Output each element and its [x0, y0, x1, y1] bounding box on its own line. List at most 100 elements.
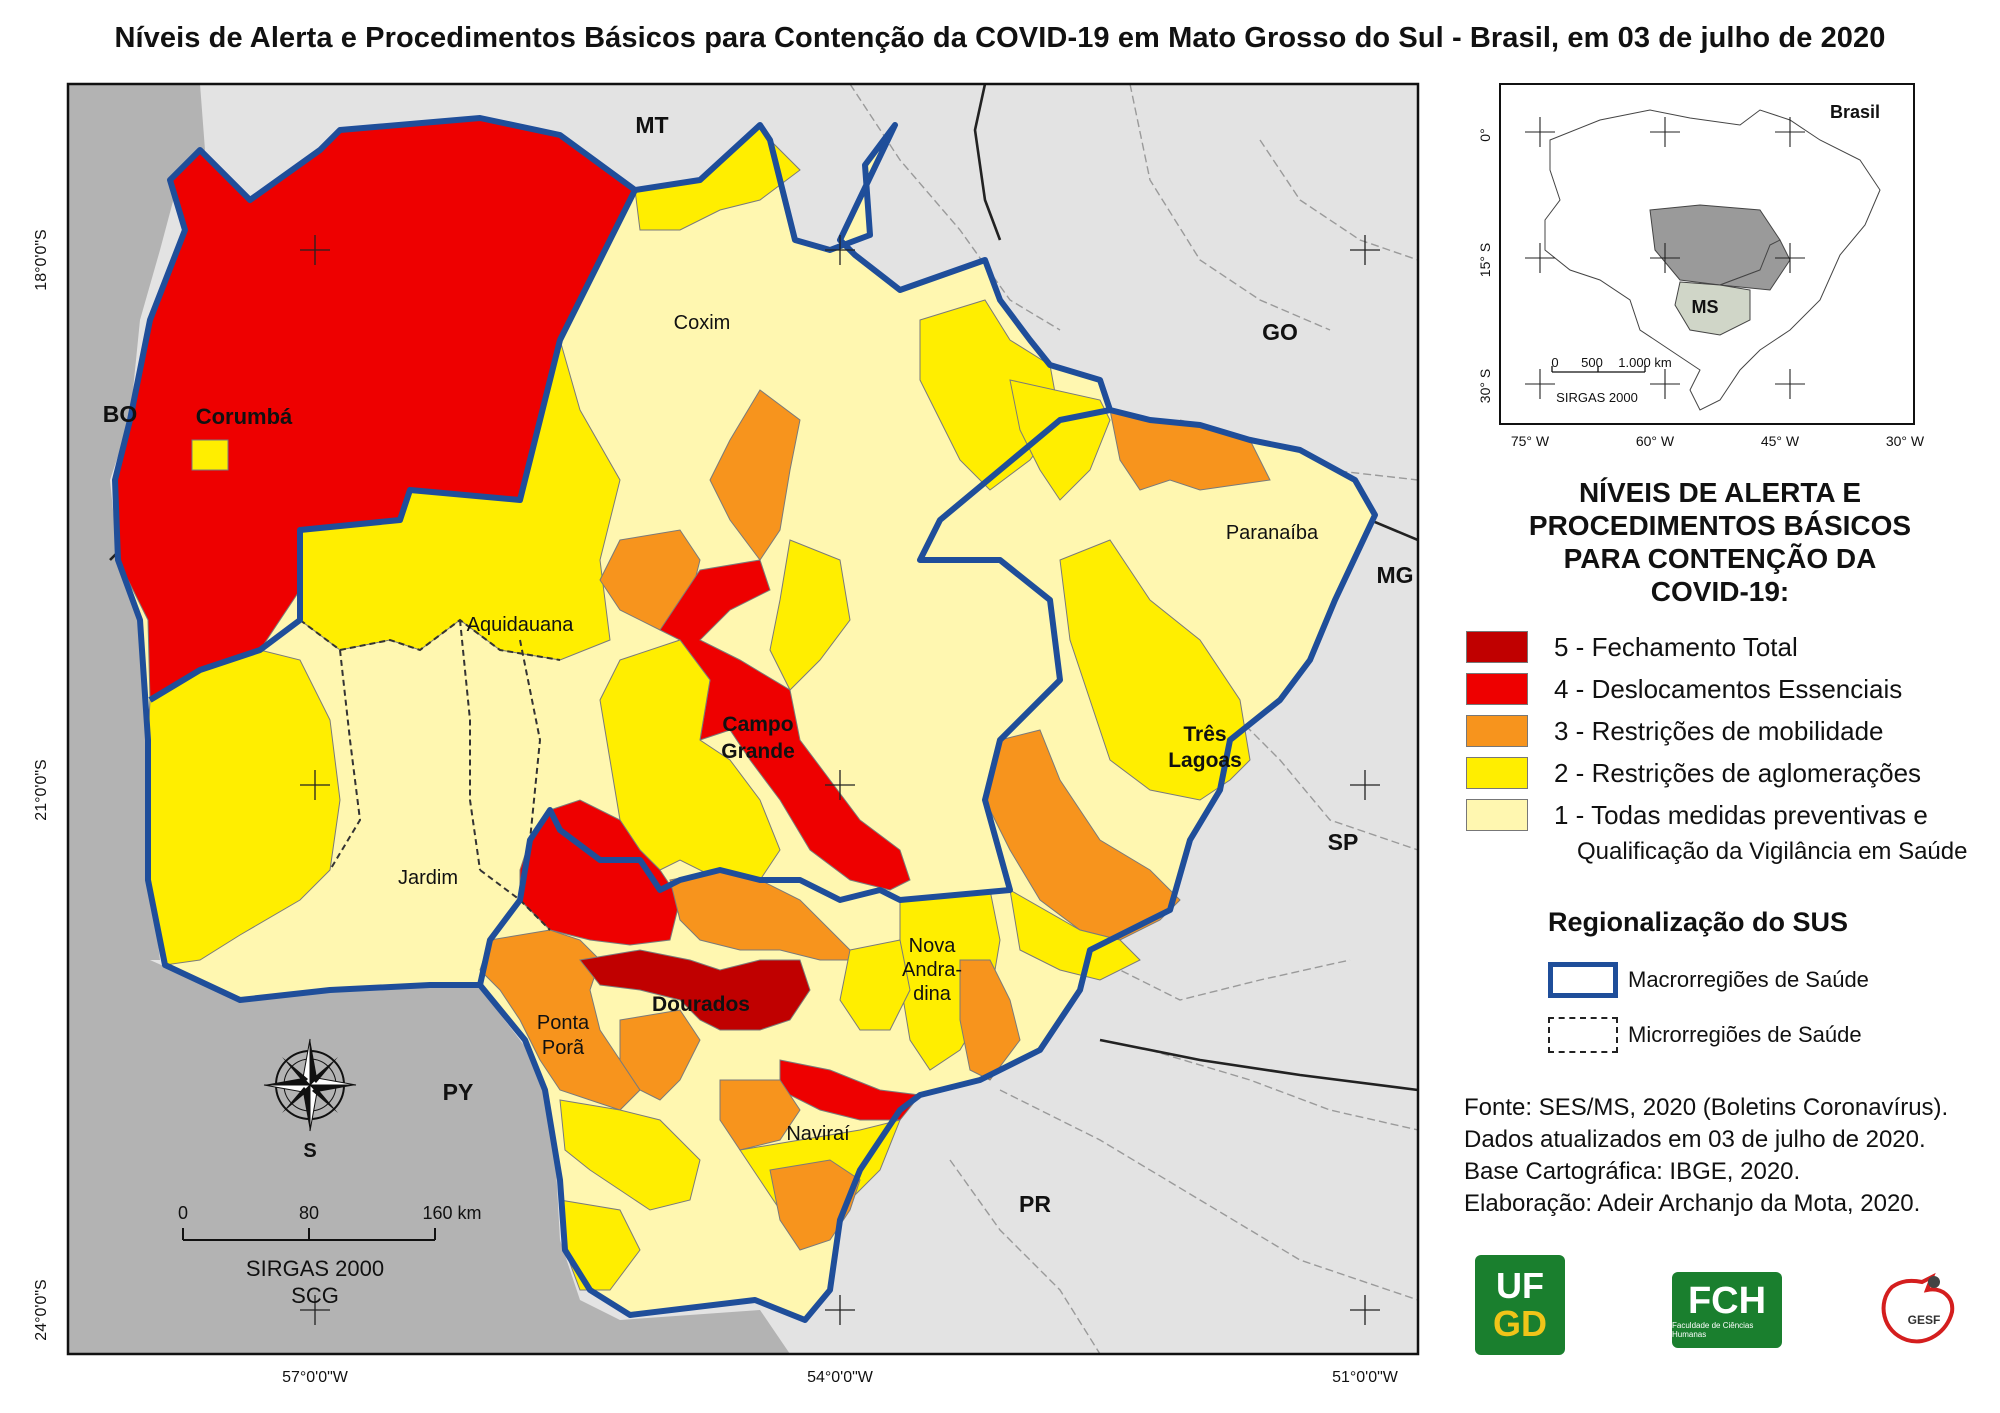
label-go: GO — [1262, 319, 1298, 345]
fch-logo-subtext: Faculdade de Ciências Humanas — [1672, 1321, 1754, 1339]
sus-item-macro: Macrorregiões de Saúde — [1548, 960, 1869, 1000]
label-tres-lagoas-1: Três — [1183, 723, 1226, 746]
sus-title: Regionalização do SUS — [1548, 907, 1849, 937]
tres-lagoas-region — [1059, 539, 1251, 801]
label-dourados: Dourados — [652, 993, 750, 1016]
ufgd-logo-line: GD — [1493, 1303, 1547, 1344]
label-ponta-pora-1: Ponta — [537, 1012, 590, 1034]
inset-lat-0: 0° — [1477, 128, 1493, 141]
scale-caption-1: SIRGAS 2000 — [246, 1256, 384, 1281]
macroregion-boundaries — [112, 115, 1378, 1323]
scale-caption-2: SCG — [291, 1283, 339, 1308]
legend-item-level-4: 4 - Deslocamentos Essenciais — [1466, 672, 1902, 706]
legend-swatch — [1466, 631, 1528, 663]
label-nova-andradina-3: dina — [913, 983, 952, 1005]
inset-lon-75: 75° W — [1511, 433, 1550, 449]
lon-label-57: 57°0'0"W — [282, 1369, 349, 1386]
label-navirai: Naviraí — [786, 1123, 850, 1145]
angelica-region — [839, 939, 911, 1031]
gesf-logo-text: GESF — [1908, 1313, 1941, 1327]
label-nova-andradina-1: Nova — [909, 935, 957, 957]
inset-label-ms: MS — [1692, 297, 1719, 317]
sus-label-micro: Microrregiões de Saúde — [1628, 1022, 1862, 1047]
brasilandia-region — [984, 729, 1181, 941]
legend-label: 4 - Deslocamentos Essenciais — [1554, 673, 1903, 704]
juti-region — [719, 1079, 801, 1151]
label-ponta-pora-2: Porã — [542, 1037, 585, 1059]
legend-title-line: PROCEDIMENTOS BÁSICOS — [1528, 510, 1912, 541]
label-mt: MT — [635, 112, 668, 138]
inset-label-brasil: Brasil — [1830, 102, 1880, 122]
legend-label: 3 - Restrições de mobilidade — [1554, 715, 1884, 746]
north-arrow-icon — [263, 1038, 357, 1132]
caarapo-region — [619, 1009, 701, 1101]
fch-logo: FCH Faculdade de Ciências Humanas — [1672, 1272, 1782, 1348]
label-mg: MG — [1376, 562, 1413, 588]
legend-item-level-3: 3 - Restrições de mobilidade — [1466, 714, 1884, 748]
legend-swatch — [1466, 715, 1528, 747]
ribas-region — [769, 539, 851, 691]
north-label: S — [303, 1140, 316, 1162]
inset-lat-15: 15° S — [1477, 243, 1493, 277]
sus-label-macro: Macrorregiões de Saúde — [1628, 967, 1869, 992]
gesf-logo: GESF — [1872, 1262, 1962, 1352]
credit-line: Fonte: SES/MS, 2020 (Boletins Coronavíru… — [1464, 1094, 1949, 1121]
inset-lat-30: 30° S — [1477, 369, 1493, 403]
legend-swatch — [1466, 799, 1528, 831]
lat-label-21: 21°0'0"S — [33, 759, 50, 820]
inset-ms — [1674, 281, 1751, 336]
macro-swatch — [1548, 962, 1618, 998]
inset-scale-0: 0 — [1551, 355, 1558, 370]
amambai-region — [559, 1099, 701, 1211]
inset-map — [1499, 83, 1915, 425]
scale-tick-1: 80 — [299, 1203, 319, 1223]
legend-label: 1 - Todas medidas preventivas e — [1554, 799, 1928, 830]
lat-label-18: 18°0'0"S — [33, 229, 50, 290]
paraguay-area — [68, 960, 790, 1354]
map-frame — [66, 82, 1420, 1356]
legend-item-level-5: 5 - Fechamento Total — [1466, 630, 1798, 664]
lon-label-51: 51°0'0"W — [1332, 1369, 1399, 1386]
legend-item-level-1: 1 - Todas medidas preventivas e — [1466, 798, 1928, 832]
credits: Fonte: SES/MS, 2020 (Boletins Coronavíru… — [1464, 1092, 1948, 1220]
maracaju-region — [519, 799, 681, 946]
inset-scale-caption: SIRGAS 2000 — [1556, 390, 1638, 405]
label-py: PY — [443, 1079, 474, 1105]
scale-tick-2: 160 km — [422, 1203, 481, 1223]
label-tres-lagoas-2: Lagoas — [1168, 749, 1242, 772]
label-campo-grande-1: Campo — [722, 713, 793, 736]
credit-line: Base Cartográfica: IBGE, 2020. — [1464, 1158, 1801, 1185]
lon-label-54: 54°0'0"W — [807, 1369, 874, 1386]
scale-bar — [182, 1228, 436, 1241]
fch-logo-text: FCH — [1687, 1280, 1767, 1322]
legend-swatch — [1466, 673, 1528, 705]
label-corumba: Corumbá — [196, 404, 293, 429]
map-title: Níveis de Alerta e Procedimentos Básicos… — [114, 22, 1886, 54]
label-pr: PR — [1019, 1191, 1051, 1217]
label-jardim: Jardim — [398, 867, 458, 889]
label-aquidauana: Aquidauana — [467, 614, 575, 636]
legend-title: NÍVEIS DE ALERTA E PROCEDIMENTOS BÁSICOS… — [1450, 476, 1990, 608]
sus-item-micro: Microrregiões de Saúde — [1548, 1015, 1862, 1055]
legend-swatch — [1466, 757, 1528, 789]
label-nova-andradina-2: Andra- — [902, 959, 962, 981]
ufgd-logo-line: UF — [1496, 1265, 1544, 1306]
legend-label: 2 - Restrições de aglomerações — [1554, 757, 1922, 788]
bataguassu-region — [1009, 889, 1141, 981]
label-coxim: Coxim — [674, 312, 731, 334]
ladario-region — [191, 439, 229, 471]
inset-scale-500: 500 — [1581, 355, 1603, 370]
dourados-region — [579, 949, 811, 1031]
legend-label: 5 - Fechamento Total — [1554, 631, 1798, 662]
legend-label-continuation: Qualificação da Vigilância em Saúde — [1577, 838, 1968, 865]
chapadao-region — [1009, 379, 1111, 501]
label-paranaiba: Paranaíba — [1226, 522, 1319, 544]
inset-lon-30: 30° W — [1886, 433, 1925, 449]
label-campo-grande-2: Grande — [721, 740, 795, 763]
credit-line: Elaboração: Adeir Archanjo da Mota, 2020… — [1464, 1190, 1921, 1217]
ufgd-logo: UF GD — [1475, 1255, 1565, 1355]
micro-swatch — [1548, 1017, 1618, 1053]
legend-title-line: NÍVEIS DE ALERTA E — [1578, 477, 1862, 508]
graticule — [300, 235, 1380, 1325]
